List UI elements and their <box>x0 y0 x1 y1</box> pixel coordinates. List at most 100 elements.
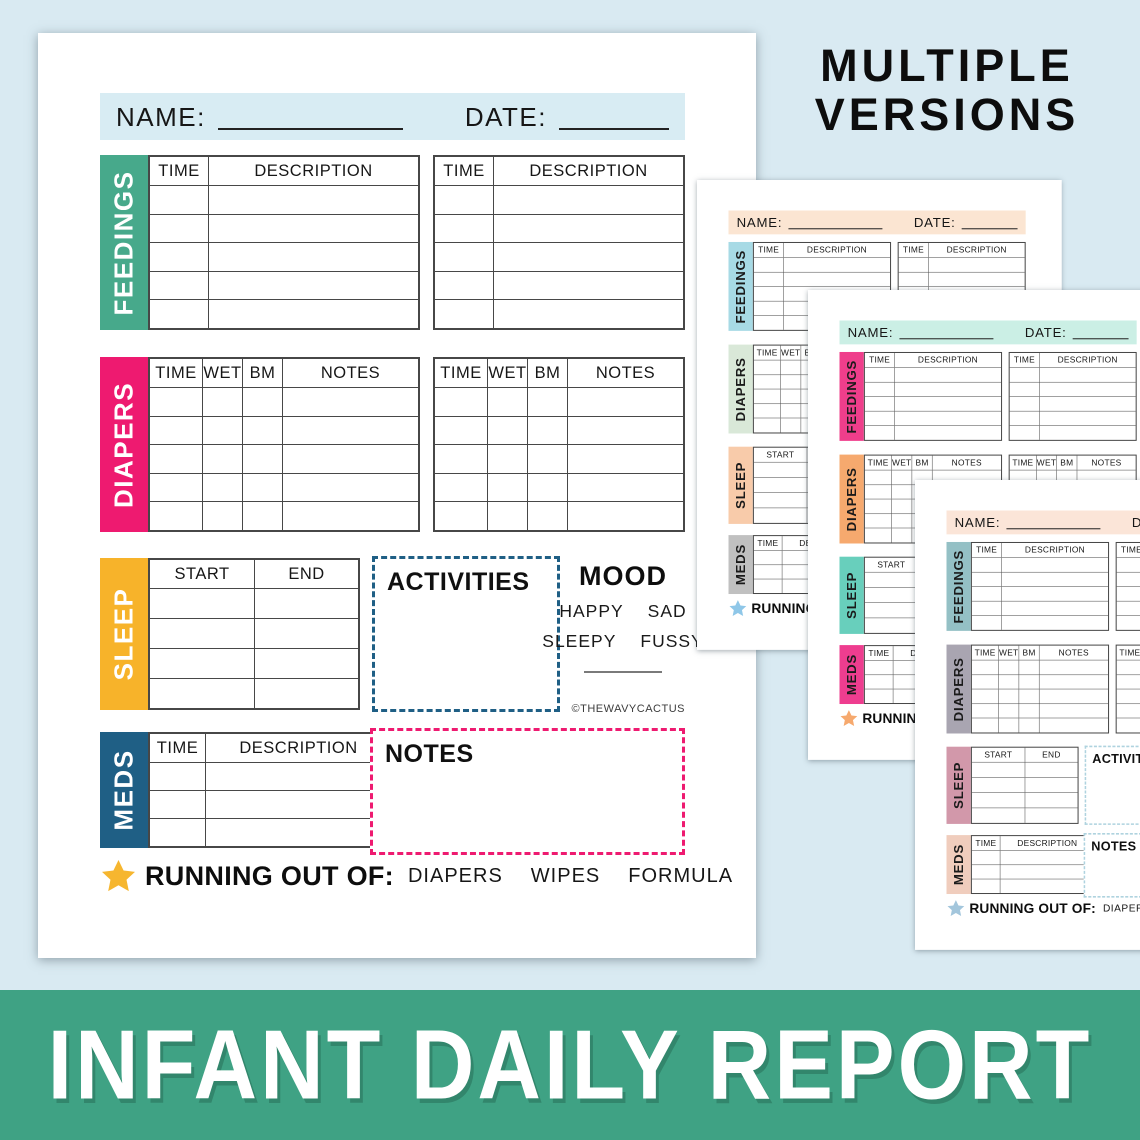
main-page-slot: NAME: DATE: FEEDINGS TIME DESCRIPTION TIME DES… <box>38 33 756 958</box>
diapers-cell-bm <box>1018 674 1039 689</box>
sleep-row <box>753 492 860 508</box>
section-label-diapers: DIAPERS <box>732 357 749 422</box>
feedings-cell-description <box>1001 601 1108 616</box>
diapers-cell-notes <box>1038 674 1108 689</box>
diapers-cell-time <box>972 704 998 718</box>
feedings-row <box>971 600 1109 616</box>
section-tab-feedings: FEEDINGS <box>946 541 971 631</box>
feedings-cell-description <box>1001 572 1108 587</box>
sleep-cell-end <box>254 619 358 648</box>
sleep-cell-start <box>754 478 807 493</box>
date-blank-line <box>1072 338 1129 340</box>
feedings-table-2: TIME DESCRIPTION <box>433 155 685 330</box>
feedings-cell-time <box>435 243 493 271</box>
diapers-cell-wet <box>891 484 911 499</box>
feedings-row <box>435 213 683 243</box>
running-option-diapers: DIAPERS <box>407 864 503 887</box>
feedings-cell-description <box>928 257 1025 272</box>
sleep-header-row: START END <box>972 747 1078 762</box>
diapers-cell-wet <box>487 502 527 530</box>
diapers-cell-bm <box>1018 703 1039 718</box>
running-out-label: RUNNING OUT OF: <box>969 900 1096 916</box>
meds-cell-description <box>892 689 987 704</box>
sleep-cell-start <box>972 793 1025 808</box>
star-glyph <box>102 859 135 891</box>
date-field-group: DATE: <box>1025 326 1129 340</box>
sleep-column-header-start: START <box>174 564 230 583</box>
meds-cell-description <box>205 819 391 846</box>
diapers-cell-wet <box>487 473 527 502</box>
diapers-cell-wet <box>891 528 911 543</box>
feedings-cell-description <box>894 411 1001 426</box>
feedings-row <box>435 270 683 300</box>
diapers-cell-wet <box>998 674 1018 689</box>
mood-option-sad: SAD <box>647 601 687 621</box>
sleep-cell-end <box>254 679 358 708</box>
sleep-cell-end <box>806 508 860 523</box>
watermark: ©THEWAVYCACTUS <box>571 703 685 715</box>
meds-cell-time <box>972 879 1000 893</box>
section-label-meds: MEDS <box>732 543 749 586</box>
sleep-column-header-end: END <box>1024 747 1078 762</box>
feedings-cell-time <box>754 258 783 272</box>
feedings-cell-description <box>208 243 418 271</box>
diapers-cell-time <box>435 502 487 530</box>
sleep-column-header-start: START <box>766 450 795 460</box>
diapers-column-header-bm: BM <box>242 359 282 387</box>
diapers-cell-wet <box>487 416 527 445</box>
star-glyph <box>840 709 858 726</box>
feedings-table-1: TIME DESCRIPTION <box>863 351 1003 441</box>
diapers-cell-wet <box>202 473 242 502</box>
diapers-cell-wet <box>202 502 242 530</box>
diapers-column-header-time: TIME <box>155 363 197 382</box>
sleep-cell-start <box>150 679 254 708</box>
diapers-cell-notes <box>567 388 683 416</box>
sleep-header-row: START END <box>150 560 358 588</box>
mood-blank-line <box>584 671 662 673</box>
name-blank-line <box>1006 528 1101 530</box>
diapers-cell-notes <box>931 470 1001 485</box>
feedings-column-header-description: DESCRIPTION <box>1039 352 1136 368</box>
diapers-cell-notes <box>282 445 418 473</box>
feedings-row <box>1116 557 1140 572</box>
name-label: NAME: <box>954 514 1001 531</box>
diapers-cell-notes <box>282 416 418 445</box>
sleep-cell-end <box>254 589 358 618</box>
diapers-column-header-bm: BM <box>527 359 567 387</box>
feedings-column-header-time: TIME <box>443 161 485 180</box>
star-icon <box>728 599 747 618</box>
section-tab-feedings: FEEDINGS <box>100 155 148 330</box>
feedings-cell-time <box>435 215 493 243</box>
feedings-table-1: TIME DESCRIPTION <box>148 155 420 330</box>
diapers-cell-time <box>865 528 891 542</box>
feedings-row <box>864 367 1002 382</box>
feedings-column-header-description: DESCRIPTION <box>493 157 683 185</box>
section-label-meds: MEDS <box>950 843 967 886</box>
meds-cell-time <box>150 763 205 790</box>
feedings-header-row: TIME DESCRIPTION <box>435 157 683 185</box>
feedings-row <box>753 286 891 301</box>
running-out-options: DIAPERS WIPES FORMULA <box>408 865 733 888</box>
meds-cell-time <box>972 865 1000 879</box>
feedings-column-header-description: DESCRIPTION <box>208 157 418 185</box>
feedings-row <box>1009 396 1136 411</box>
feedings-cell-time <box>1010 382 1039 396</box>
diapers-cell-time <box>754 389 780 403</box>
feedings-table-2: TIME DESCRIPTION <box>1008 351 1137 441</box>
diapers-cell-notes <box>282 388 418 416</box>
name-field-group: NAME: <box>848 326 994 340</box>
diapers-cell-bm <box>242 473 282 502</box>
feedings-row <box>150 270 418 300</box>
feedings-cell-description <box>894 425 1001 440</box>
sleep-row <box>150 648 358 678</box>
feedings-cell-time <box>865 382 894 396</box>
diapers-cell-time <box>150 474 202 502</box>
diapers-cell-notes <box>567 502 683 530</box>
